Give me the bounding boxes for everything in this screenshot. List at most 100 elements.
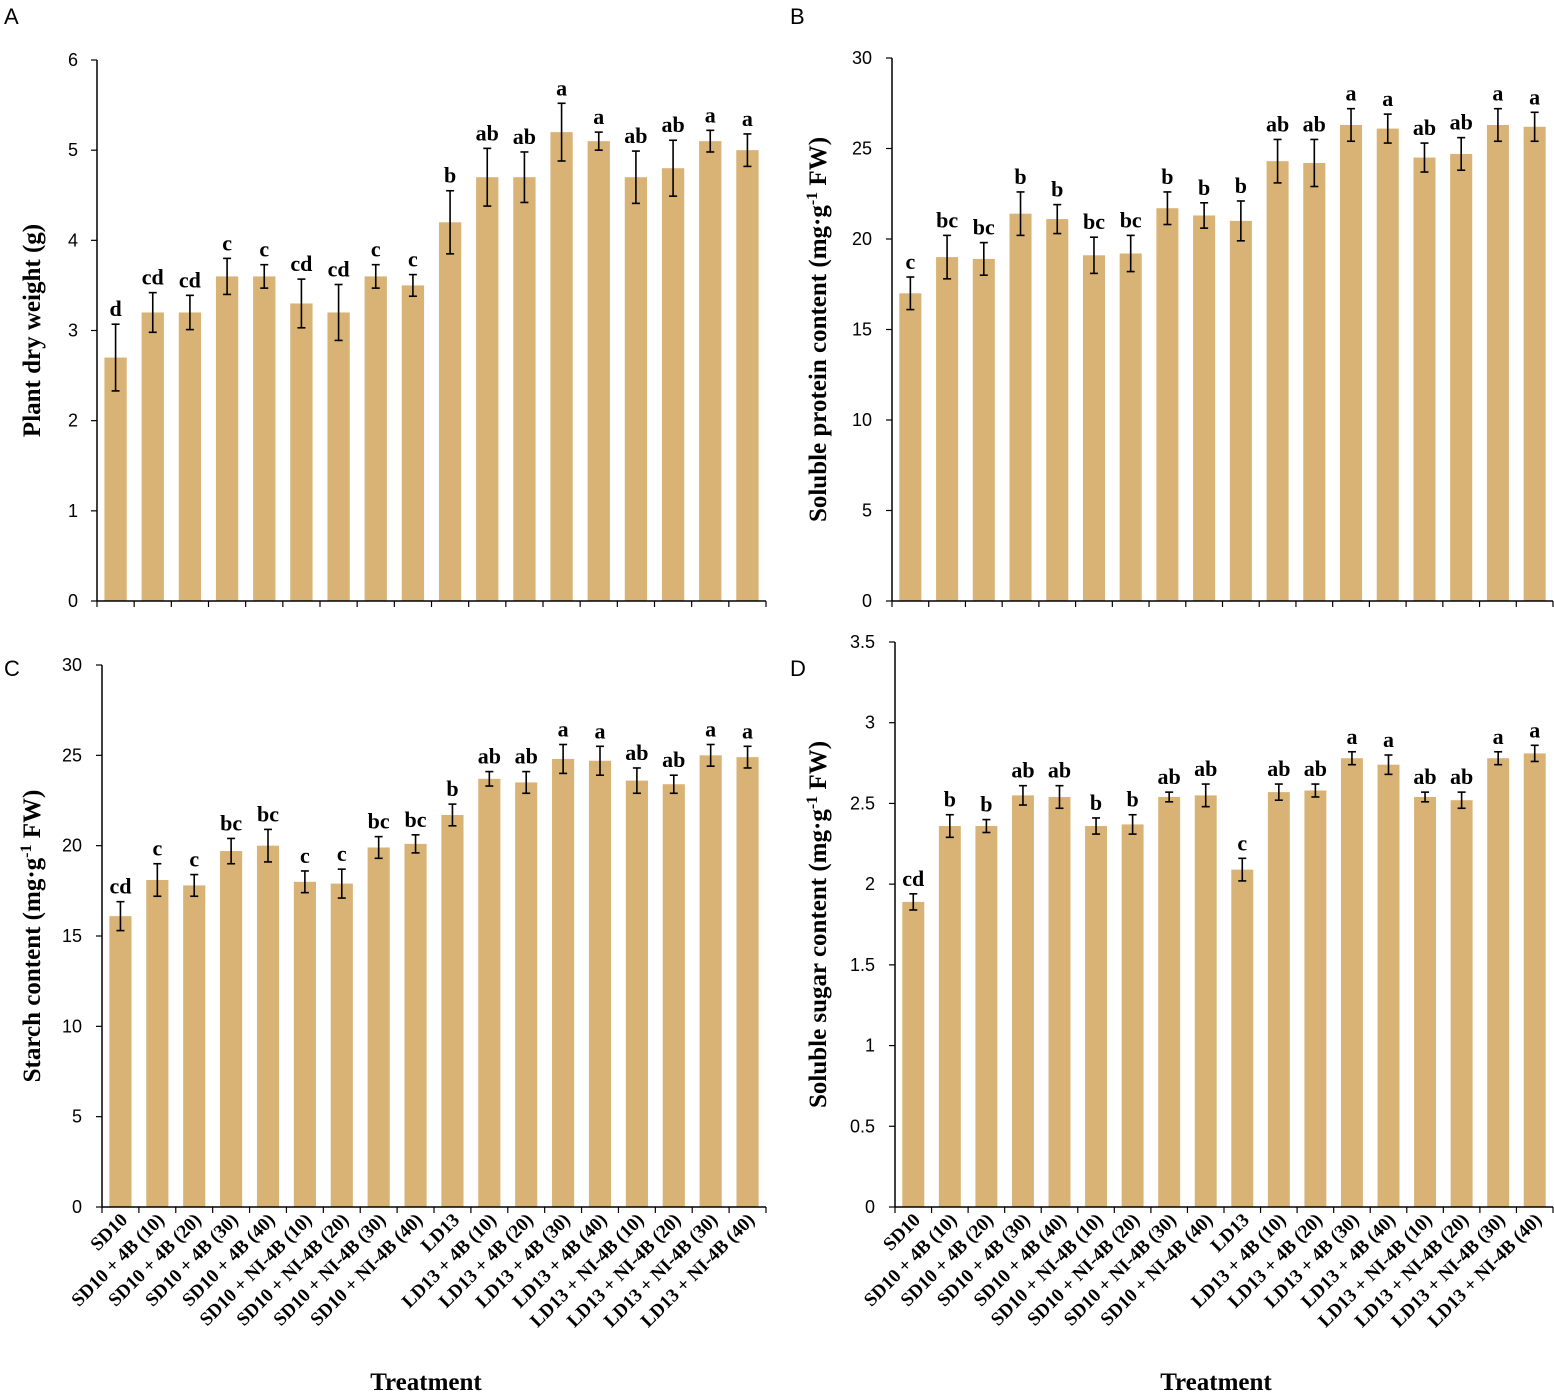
error-bar-sd10-4b-30 <box>227 837 236 865</box>
significance-letter: ab <box>662 747 685 772</box>
significance-letter: ab <box>513 124 536 149</box>
y-tick-label: 2 <box>68 411 78 431</box>
bar-ld13-4b-20 <box>515 782 538 1207</box>
significance-letter: b <box>1126 787 1138 812</box>
bar-ld13-ni-4b-30 <box>1487 758 1510 1207</box>
error-bar-ld13-ni-4b-30 <box>706 743 715 767</box>
significance-letter: a <box>1529 84 1540 109</box>
error-bar-sd10-4b-30 <box>223 257 232 296</box>
error-bar-sd10-4b-30 <box>1018 784 1027 806</box>
y-tick-label: 25 <box>62 745 82 765</box>
y-tick-label: 3 <box>68 321 78 341</box>
bar-ld13-ni-4b-10 <box>625 780 648 1207</box>
bar-sd10-4b-40 <box>1048 796 1071 1207</box>
significance-letter: c <box>152 836 162 861</box>
y-tick-label: 30 <box>62 655 82 675</box>
y-tick-label: 10 <box>62 1016 82 1036</box>
y-axis-label: Soluble sugar content (mg·g-1 FW) <box>804 741 832 1108</box>
significance-letter: b <box>1161 164 1173 189</box>
bar-ld13-ni-4b-40 <box>1523 126 1546 601</box>
error-bar-ld13-ni-4b-10 <box>632 767 641 795</box>
bar-sd10-4b-40 <box>1046 219 1069 601</box>
significance-letter: ab <box>515 744 538 769</box>
bar-sd10-4b-10 <box>936 257 959 601</box>
error-bar-sd10-4b-10 <box>148 291 157 334</box>
significance-letter: a <box>595 718 606 743</box>
significance-letter: b <box>444 163 456 188</box>
error-bar-sd10-ni-4b-10 <box>1089 236 1098 275</box>
error-bar-sd10-ni-4b-30 <box>371 263 380 289</box>
error-bar-ld13-4b-10 <box>1273 138 1282 184</box>
bar-ld13-ni-4b-10 <box>624 177 648 601</box>
significance-letter: ab <box>661 112 684 137</box>
bar-sd10-ni-4b-40 <box>404 843 427 1207</box>
significance-letter: ab <box>478 744 501 769</box>
bar-ld13 <box>1229 220 1252 601</box>
y-tick-label: 1 <box>68 501 78 521</box>
significance-letter: ab <box>1158 764 1181 789</box>
y-tick-label: 2.5 <box>850 793 875 813</box>
error-bar-ld13-ni-4b-20 <box>1457 136 1466 172</box>
bar-sd10-ni-4b-10 <box>290 303 313 601</box>
bar-ld13-4b-40 <box>1376 128 1399 601</box>
significance-letter: a <box>1383 727 1394 752</box>
y-tick-label: 1 <box>865 1036 875 1056</box>
error-bar-ld13 <box>1238 857 1247 882</box>
significance-letter: ab <box>624 123 647 148</box>
bar-ld13-ni-4b-20 <box>1450 800 1473 1207</box>
bar-sd10-4b-30 <box>220 851 243 1207</box>
bar-ld13-ni-4b-20 <box>662 784 685 1207</box>
bar-sd10-4b-40 <box>256 845 280 1207</box>
significance-letter: cd <box>328 257 350 282</box>
error-bar-ld13-4b-10 <box>1274 783 1283 802</box>
bar-sd10-ni-4b-20 <box>1121 824 1144 1207</box>
error-bar-ld13-ni-4b-40 <box>743 745 752 769</box>
bar-sd10-ni-4b-10 <box>293 881 316 1207</box>
bar-sd10 <box>899 293 922 601</box>
significance-letter: ab <box>1266 111 1289 136</box>
bar-ld13 <box>441 814 464 1207</box>
error-bar-ld13 <box>446 189 455 255</box>
error-bar-sd10-ni-4b-30 <box>374 835 383 860</box>
significance-letter: c <box>259 237 269 262</box>
significance-letter: b <box>1235 173 1247 198</box>
significance-letter: a <box>1382 86 1393 111</box>
significance-letter: ab <box>1303 111 1326 136</box>
bar-ld13-ni-4b-40 <box>736 757 759 1207</box>
bar-ld13-ni-4b-40 <box>736 150 759 601</box>
significance-letter: cd <box>902 866 924 891</box>
error-bar-ld13-4b-20 <box>1311 783 1320 798</box>
significance-letter: a <box>1493 724 1504 749</box>
error-bar-sd10-ni-4b-40 <box>411 834 420 854</box>
error-bar-ld13-4b-10 <box>485 770 494 787</box>
error-bar-ld13 <box>1236 200 1245 242</box>
bar-sd10-4b-30 <box>1009 213 1032 601</box>
bar-sd10-4b-10 <box>146 879 169 1207</box>
error-bar-sd10-4b-40 <box>1055 784 1064 810</box>
bar-sd10-4b-10 <box>938 826 961 1207</box>
significance-letter: ab <box>625 740 648 765</box>
significance-letter: a <box>556 75 567 100</box>
error-bar-ld13-4b-40 <box>1383 113 1392 144</box>
error-bar-sd10-ni-4b-10 <box>297 278 306 329</box>
bar-sd10-ni-4b-40 <box>401 285 425 601</box>
significance-letter: a <box>558 716 569 741</box>
panel-letter-d: D <box>790 656 806 681</box>
bar-ld13-4b-40 <box>587 141 610 601</box>
error-bar-ld13-ni-4b-10 <box>1420 142 1429 173</box>
significance-letter: b <box>1051 177 1063 202</box>
bar-sd10-ni-4b-40 <box>1194 795 1217 1207</box>
y-tick-label: 0 <box>865 1197 875 1217</box>
significance-letter: ab <box>1450 764 1473 789</box>
y-tick-label: 1.5 <box>850 955 875 975</box>
error-bar-ld13-4b-30 <box>559 743 568 775</box>
error-bar-ld13-4b-40 <box>1384 754 1393 776</box>
error-bar-sd10-ni-4b-20 <box>334 283 343 342</box>
significance-letter: a <box>742 718 753 743</box>
y-tick-label: 30 <box>852 48 872 68</box>
y-tick-label: 0 <box>862 591 872 611</box>
significance-letter: c <box>337 841 347 866</box>
error-bar-sd10 <box>906 276 915 311</box>
bar-sd10-4b-10 <box>141 312 164 601</box>
error-bar-ld13-4b-30 <box>1347 750 1356 766</box>
